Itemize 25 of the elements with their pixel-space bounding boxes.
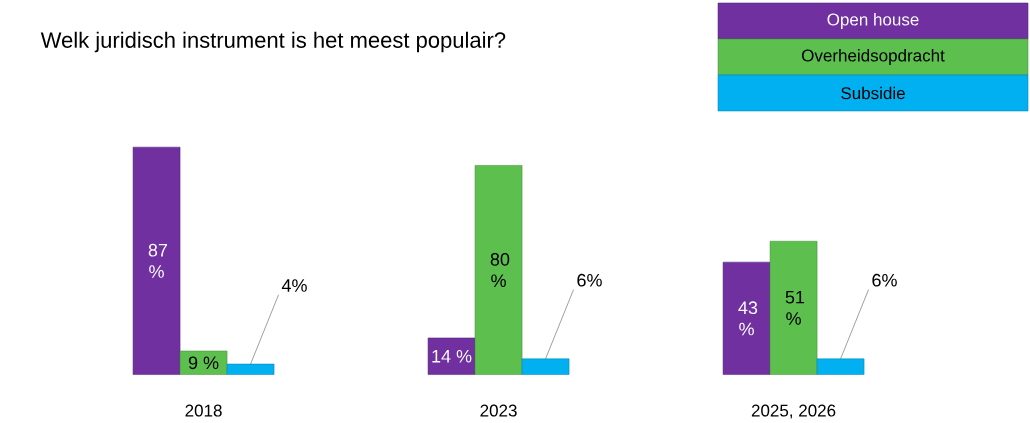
data-label: 87 %	[148, 243, 168, 278]
bar	[474, 165, 523, 375]
bar	[722, 261, 771, 375]
data-label: 43 %	[738, 301, 758, 336]
bar	[132, 146, 181, 375]
x-tick-label: 2023	[480, 404, 517, 417]
text: Open house	[827, 13, 919, 29]
text: Subsidie	[841, 86, 905, 100]
data-label: 9 %	[188, 356, 219, 370]
bar	[226, 363, 275, 375]
data-label: 6%	[577, 273, 602, 287]
x-tick-label: 2025, 2026	[751, 404, 836, 419]
bar	[179, 350, 228, 375]
chart-title: Welk juridisch instrument is het meest populair?	[40, 31, 506, 53]
x-tick-label: 2018	[185, 404, 222, 417]
data-label: 51 %	[785, 290, 805, 325]
text: Overheidsopdracht	[802, 49, 945, 65]
data-label: 80 %	[490, 252, 510, 287]
bar	[521, 358, 570, 375]
data-label: 14 %	[432, 349, 472, 363]
bar	[427, 337, 476, 375]
data-label: 6%	[872, 273, 897, 287]
bar	[769, 240, 818, 375]
bar	[816, 358, 865, 375]
data-label: 4%	[281, 279, 307, 292]
